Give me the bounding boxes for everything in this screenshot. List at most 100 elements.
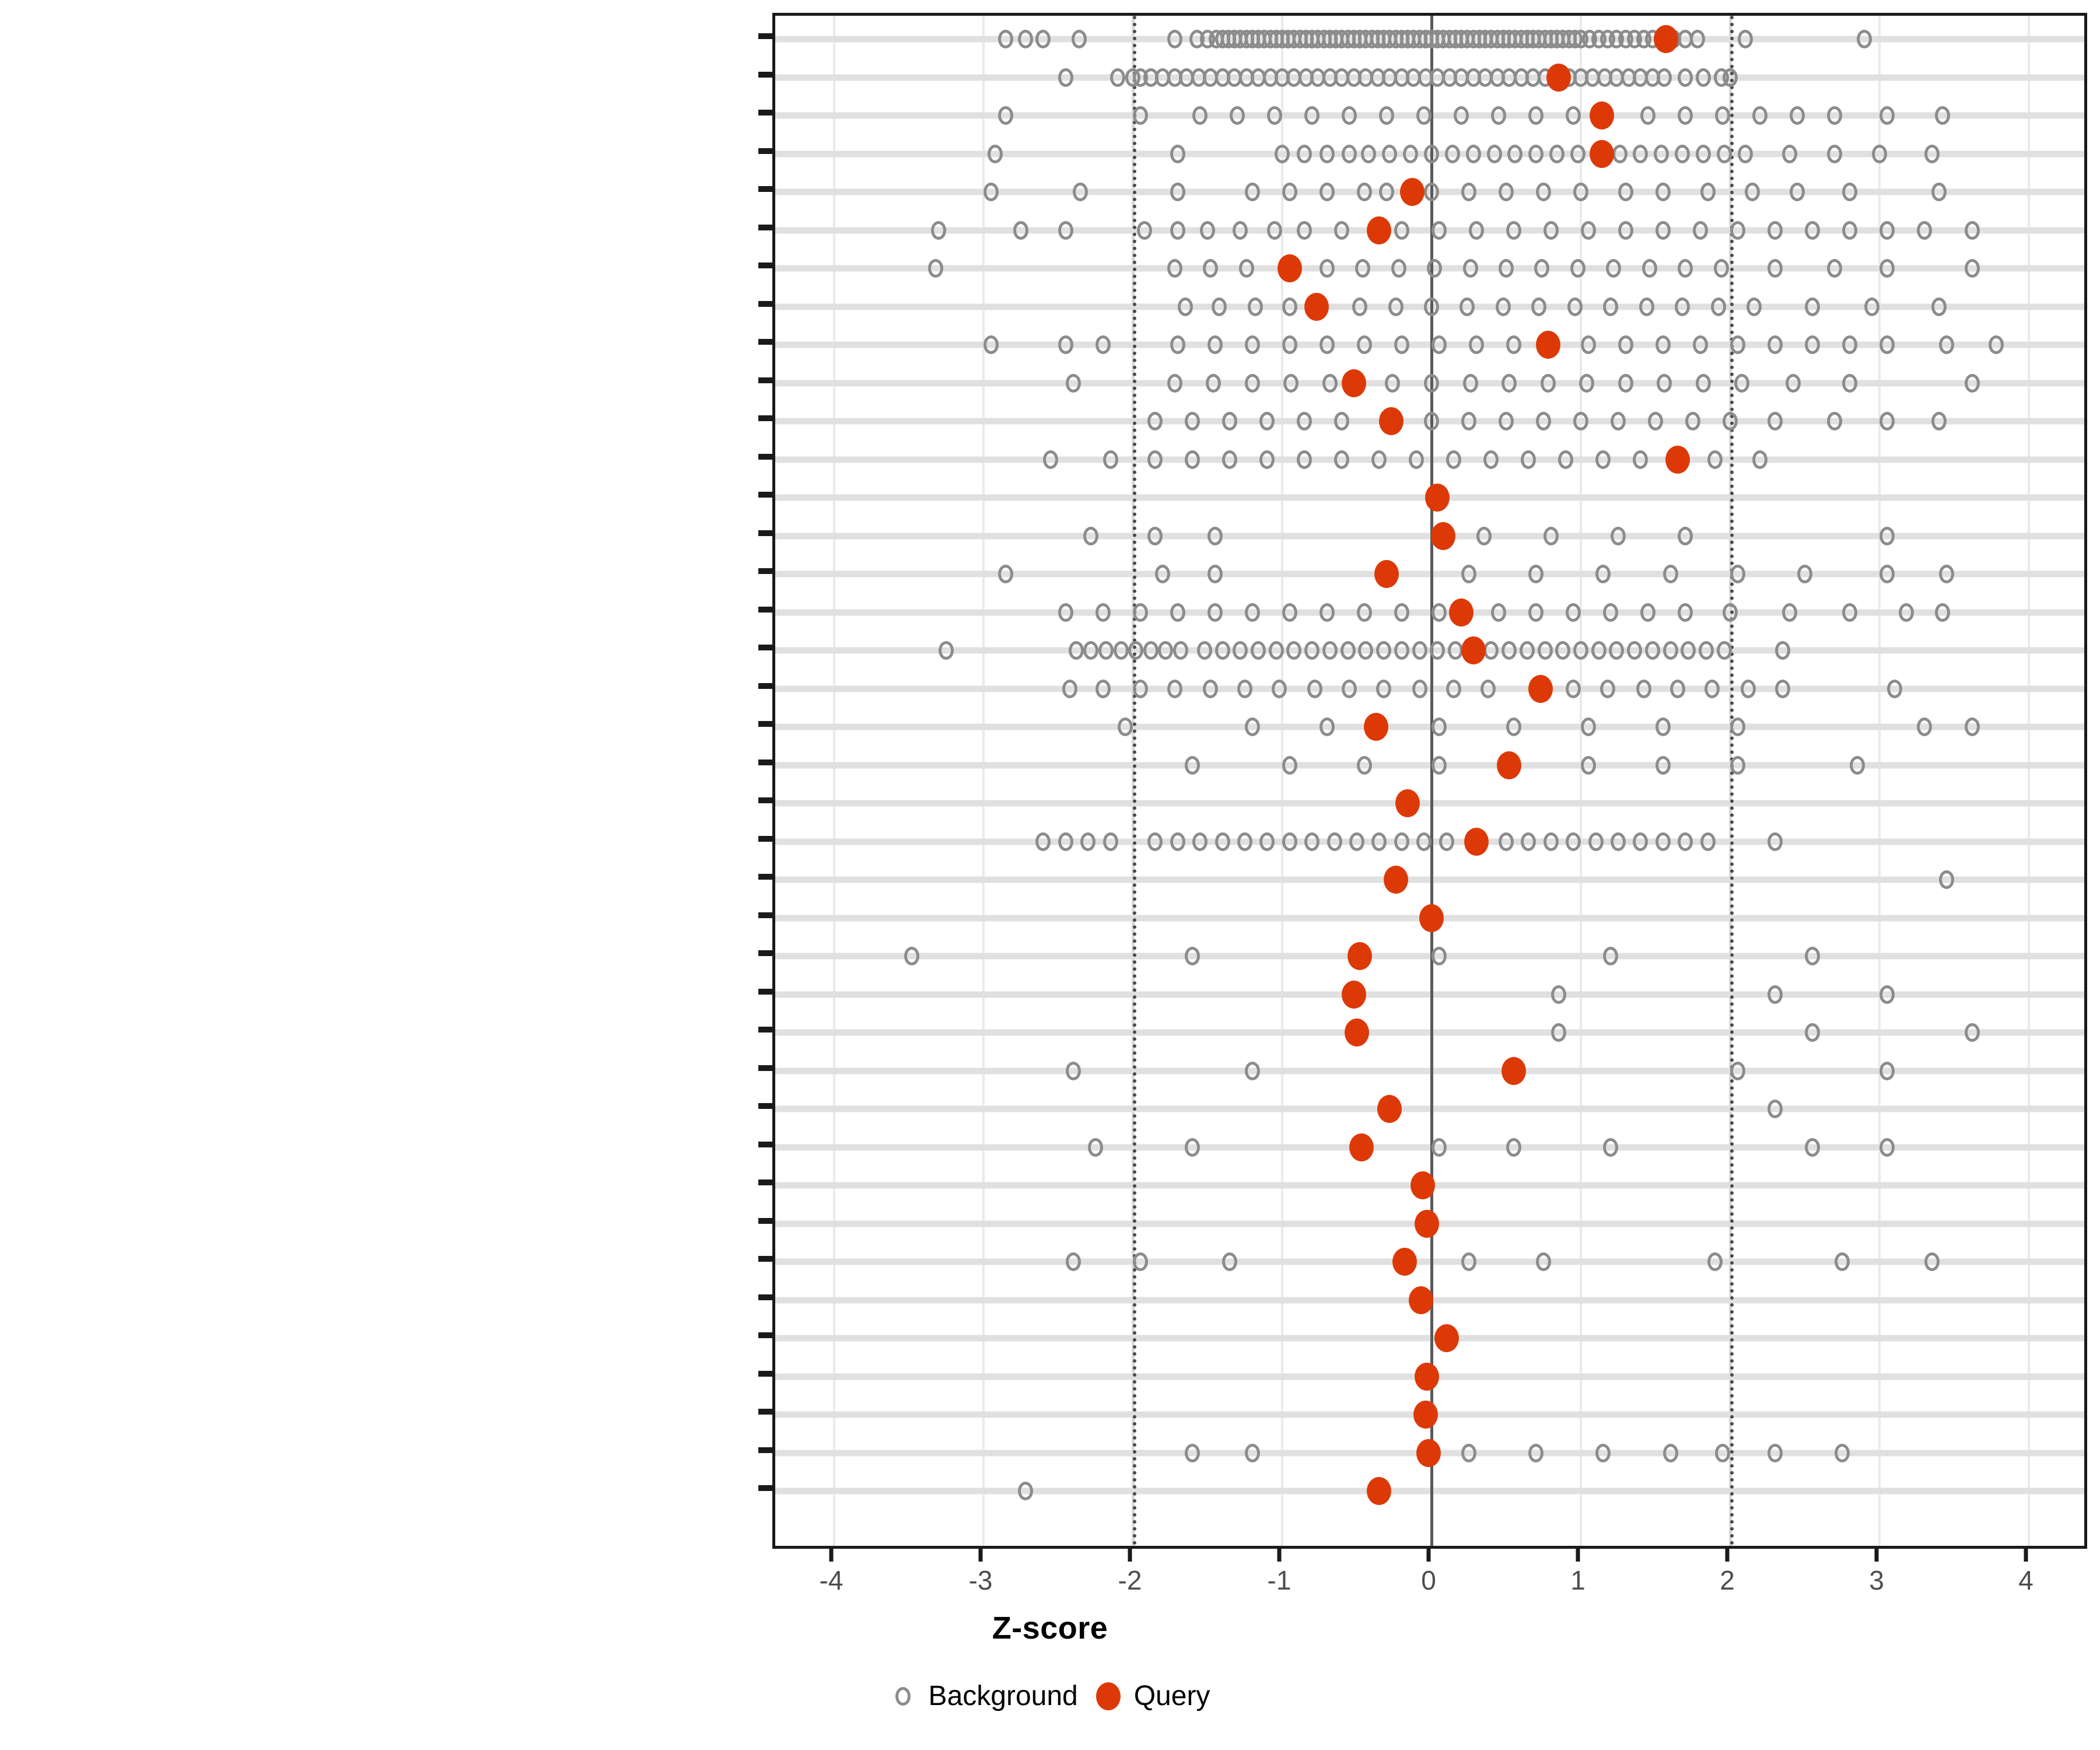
background-point <box>1132 1252 1148 1271</box>
background-point <box>1196 641 1212 660</box>
background-point <box>1319 603 1335 622</box>
background-point <box>1424 297 1439 316</box>
background-point <box>1519 641 1535 660</box>
background-point <box>1446 679 1462 698</box>
background-point <box>1371 450 1387 469</box>
background-point <box>1707 1252 1723 1271</box>
x-axis-tick-label: 1 <box>1570 1565 1586 1595</box>
horizontal-gridline <box>775 647 2084 654</box>
background-point <box>1155 565 1171 583</box>
background-point <box>1495 297 1511 316</box>
background-point <box>1700 183 1716 201</box>
background-point <box>1611 412 1626 430</box>
background-point <box>1662 565 1678 583</box>
horizontal-gridline <box>775 1144 2084 1150</box>
x-axis-tick-label: -1 <box>1267 1565 1292 1595</box>
background-point <box>1849 755 1865 775</box>
background-point <box>1931 297 1947 316</box>
background-point <box>983 183 999 201</box>
background-point <box>1192 106 1208 125</box>
horizontal-gridline <box>775 953 2084 960</box>
background-point <box>1065 1252 1081 1271</box>
background-point <box>939 641 954 660</box>
horizontal-gridline <box>775 456 2084 463</box>
background-point <box>1304 106 1320 125</box>
background-point <box>1566 679 1581 698</box>
background-point <box>1670 679 1686 698</box>
background-point <box>1536 412 1551 430</box>
legend-item-background[interactable]: Background <box>890 1680 1078 1712</box>
background-point <box>1282 755 1297 775</box>
background-point <box>1804 220 1820 240</box>
background-point <box>1534 259 1550 278</box>
open-circle-icon <box>890 1684 916 1709</box>
background-point <box>1147 832 1163 851</box>
x-axis-tick-label: 2 <box>1720 1565 1735 1595</box>
background-point <box>1767 1100 1783 1118</box>
background-point <box>1424 183 1439 201</box>
background-point <box>1424 144 1439 163</box>
legend-item-query[interactable]: Query <box>1096 1680 1210 1712</box>
query-point <box>1410 1171 1435 1199</box>
query-point <box>1431 522 1456 550</box>
y-axis-tick <box>758 988 772 995</box>
background-point <box>1657 68 1672 87</box>
background-point <box>1352 297 1368 316</box>
background-point <box>1633 832 1648 851</box>
background-point <box>1358 641 1374 660</box>
background-point <box>1379 106 1395 125</box>
y-axis-tick <box>758 835 772 842</box>
background-point <box>1924 144 1940 163</box>
background-point <box>1644 641 1660 660</box>
background-point <box>1502 373 1517 393</box>
background-point <box>1058 335 1073 354</box>
background-point <box>1723 603 1738 622</box>
background-point <box>1797 565 1812 583</box>
background-point <box>1334 220 1350 240</box>
background-point <box>1065 373 1081 393</box>
y-axis-tick <box>758 1447 772 1453</box>
background-point <box>1835 1252 1850 1271</box>
background-point <box>1430 641 1446 660</box>
background-point <box>1842 603 1857 622</box>
y-axis-tick <box>758 1103 772 1109</box>
query-point <box>1374 560 1399 588</box>
y-axis-tick <box>758 492 772 498</box>
query-point <box>1546 63 1571 92</box>
horizontal-gridline <box>775 227 2084 233</box>
background-point <box>1767 832 1783 851</box>
background-point <box>1879 335 1895 354</box>
background-point <box>1233 641 1248 660</box>
background-point <box>1251 641 1266 660</box>
background-point <box>1566 603 1581 622</box>
background-point <box>1618 183 1633 201</box>
y-axis-tick <box>758 1217 772 1224</box>
background-point <box>1675 297 1690 316</box>
background-point <box>1207 526 1223 545</box>
x-axis-tick <box>1725 1549 1730 1562</box>
background-point <box>1627 641 1643 660</box>
background-point <box>1931 183 1947 201</box>
background-point <box>1528 565 1544 583</box>
background-point <box>1110 68 1126 87</box>
x-axis-tick-label: 4 <box>2018 1565 2034 1595</box>
background-point <box>1580 220 1596 240</box>
background-point <box>1244 183 1260 201</box>
background-point <box>1304 641 1320 660</box>
y-axis-tick <box>758 912 772 918</box>
background-point <box>1017 30 1033 48</box>
background-point <box>1267 220 1283 240</box>
background-point <box>931 220 947 240</box>
background-point <box>1185 1443 1200 1462</box>
background-point <box>1872 144 1887 163</box>
x-axis-tick <box>1576 1549 1580 1562</box>
query-point <box>1415 1209 1440 1238</box>
background-point <box>1640 106 1656 125</box>
query-point <box>1367 1477 1392 1505</box>
background-point <box>1095 679 1111 698</box>
background-point <box>1319 335 1335 354</box>
background-point <box>1083 526 1099 545</box>
background-point <box>1095 335 1111 354</box>
background-point <box>1550 985 1566 1004</box>
zero-reference-line <box>1430 16 1433 1546</box>
